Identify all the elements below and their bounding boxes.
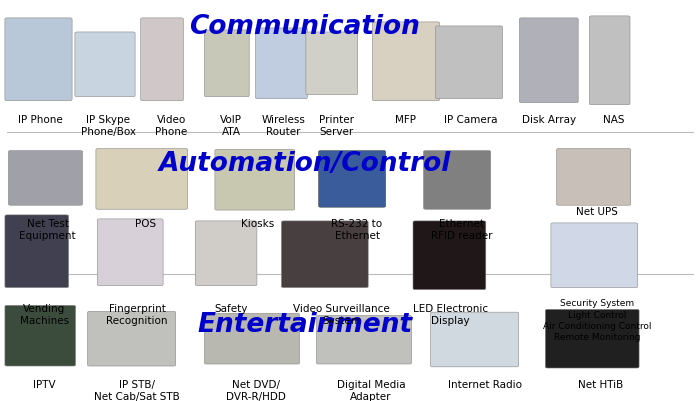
Text: Net Test
Equipment: Net Test Equipment bbox=[20, 219, 76, 241]
Text: Video Surveillance
System: Video Surveillance System bbox=[293, 303, 390, 325]
Text: Fingerprint
Recognition: Fingerprint Recognition bbox=[106, 303, 168, 325]
Text: Internet Radio: Internet Radio bbox=[448, 379, 522, 389]
FancyBboxPatch shape bbox=[306, 33, 358, 95]
FancyBboxPatch shape bbox=[372, 23, 440, 101]
FancyBboxPatch shape bbox=[204, 314, 300, 364]
Text: IP Phone: IP Phone bbox=[18, 114, 63, 124]
Text: RS-232 to
Ethernet: RS-232 to Ethernet bbox=[331, 219, 383, 241]
FancyBboxPatch shape bbox=[8, 151, 83, 206]
Text: Digital Media
Adapter: Digital Media Adapter bbox=[337, 379, 405, 401]
Text: Ethernet
RFID reader: Ethernet RFID reader bbox=[431, 219, 493, 241]
Text: Video
Phone: Video Phone bbox=[155, 114, 188, 137]
FancyBboxPatch shape bbox=[413, 221, 486, 290]
Text: Disk Array: Disk Array bbox=[522, 114, 577, 124]
FancyBboxPatch shape bbox=[519, 19, 578, 103]
Text: Vending
Machines: Vending Machines bbox=[20, 303, 69, 325]
FancyBboxPatch shape bbox=[97, 219, 163, 286]
FancyBboxPatch shape bbox=[5, 215, 69, 288]
FancyBboxPatch shape bbox=[316, 316, 412, 364]
Text: Net UPS: Net UPS bbox=[576, 207, 618, 217]
FancyBboxPatch shape bbox=[281, 221, 368, 288]
Text: Communication: Communication bbox=[189, 14, 420, 40]
FancyBboxPatch shape bbox=[88, 312, 176, 366]
FancyBboxPatch shape bbox=[545, 310, 639, 368]
Text: Safety: Safety bbox=[214, 303, 248, 313]
Text: VoIP
ATA: VoIP ATA bbox=[220, 114, 242, 137]
Text: Printer
Server: Printer Server bbox=[318, 114, 354, 137]
FancyBboxPatch shape bbox=[551, 223, 638, 288]
FancyBboxPatch shape bbox=[5, 306, 76, 366]
Text: IP Camera: IP Camera bbox=[444, 114, 497, 124]
Text: LED Electronic
Display: LED Electronic Display bbox=[412, 303, 488, 325]
FancyBboxPatch shape bbox=[5, 19, 72, 101]
Text: Wireless
Router: Wireless Router bbox=[262, 114, 305, 137]
FancyBboxPatch shape bbox=[430, 312, 519, 367]
Text: POS: POS bbox=[135, 219, 156, 229]
FancyBboxPatch shape bbox=[96, 149, 188, 210]
Text: Automation/Control: Automation/Control bbox=[158, 150, 451, 176]
Text: IP Skype
Phone/Box: IP Skype Phone/Box bbox=[81, 114, 136, 137]
FancyBboxPatch shape bbox=[556, 149, 631, 206]
FancyBboxPatch shape bbox=[256, 29, 307, 99]
FancyBboxPatch shape bbox=[424, 151, 491, 210]
FancyBboxPatch shape bbox=[435, 27, 503, 99]
FancyBboxPatch shape bbox=[318, 151, 386, 208]
Text: Net HTiB: Net HTiB bbox=[578, 379, 623, 389]
FancyBboxPatch shape bbox=[589, 17, 630, 105]
FancyBboxPatch shape bbox=[75, 33, 135, 97]
Text: Net DVD/
DVR-R/HDD: Net DVD/ DVR-R/HDD bbox=[225, 379, 286, 401]
FancyBboxPatch shape bbox=[215, 150, 295, 211]
Text: Entertainment: Entertainment bbox=[197, 311, 412, 337]
Text: MFP: MFP bbox=[395, 114, 416, 124]
Text: Security System
Light Control
Air Conditioning Control
Remote Monitoring: Security System Light Control Air Condit… bbox=[543, 299, 651, 341]
Text: IP STB/
Net Cab/Sat STB: IP STB/ Net Cab/Sat STB bbox=[94, 379, 180, 401]
FancyBboxPatch shape bbox=[141, 19, 183, 101]
Text: IPTV: IPTV bbox=[33, 379, 55, 389]
FancyBboxPatch shape bbox=[204, 31, 249, 97]
Text: Kiosks: Kiosks bbox=[241, 219, 274, 229]
FancyBboxPatch shape bbox=[195, 221, 257, 286]
Text: NAS: NAS bbox=[603, 114, 624, 124]
